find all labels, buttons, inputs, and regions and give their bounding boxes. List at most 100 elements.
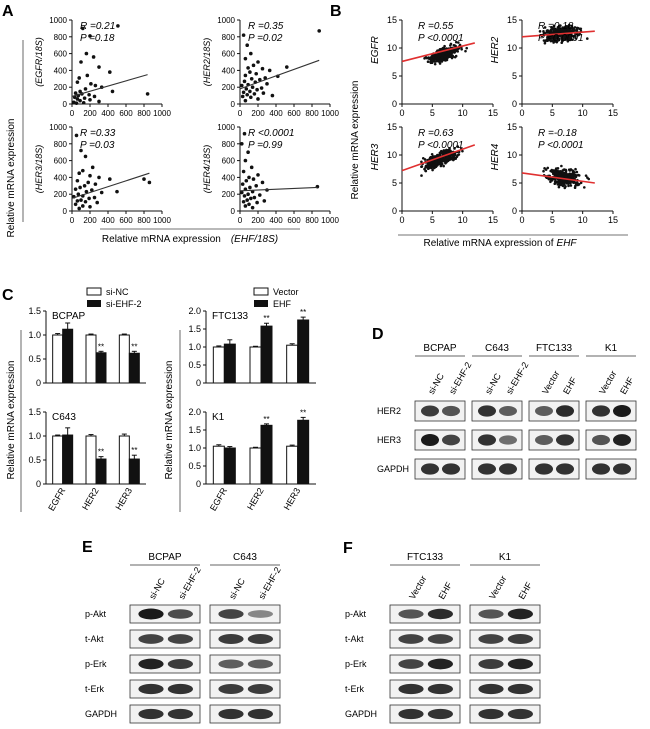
y-tick-label: 0.5 bbox=[188, 461, 201, 471]
blot-group-label: FTC133 bbox=[536, 343, 573, 354]
fit-line bbox=[239, 59, 320, 90]
y-tick-label: 2.0 bbox=[188, 306, 201, 316]
panel-c-ylabel-left: Relative mRNA expression bbox=[6, 361, 17, 480]
blot-lane-label: si-NC bbox=[147, 576, 167, 601]
x-tick-label: 15 bbox=[608, 108, 618, 118]
data-point bbox=[75, 199, 80, 203]
data-point bbox=[584, 174, 588, 177]
data-point bbox=[461, 149, 464, 153]
x-tick-label: 0 bbox=[70, 109, 75, 118]
blot-band bbox=[138, 658, 164, 670]
blot-band bbox=[247, 610, 273, 618]
data-point bbox=[145, 92, 150, 96]
data-point bbox=[243, 158, 248, 163]
data-point bbox=[546, 166, 550, 170]
x-tick-label: 15 bbox=[488, 215, 498, 225]
x-tick-label: 0 bbox=[519, 108, 524, 118]
fit-line bbox=[71, 172, 150, 199]
y-tick-label: 0 bbox=[392, 99, 397, 109]
gene-label: HER4 bbox=[490, 143, 501, 170]
data-point bbox=[72, 100, 76, 105]
data-point bbox=[426, 60, 430, 64]
data-point bbox=[240, 94, 245, 99]
data-point bbox=[251, 63, 256, 68]
blot-band bbox=[478, 683, 504, 695]
data-point bbox=[430, 152, 434, 156]
y-tick-label: 600 bbox=[54, 50, 68, 59]
data-point bbox=[562, 178, 566, 182]
data-point bbox=[88, 173, 92, 178]
data-point bbox=[85, 73, 90, 78]
y-tick-label: 1.0 bbox=[28, 431, 41, 441]
data-point bbox=[449, 42, 453, 46]
blot-group-label: FTC133 bbox=[407, 552, 444, 563]
data-point bbox=[93, 83, 98, 88]
data-point bbox=[244, 87, 249, 91]
bar-si-nc bbox=[118, 435, 130, 485]
bar-si-ehf-2 bbox=[95, 352, 107, 384]
blot-band bbox=[398, 659, 424, 669]
data-point bbox=[246, 66, 250, 70]
x-tick-label: 10 bbox=[578, 215, 588, 225]
data-point bbox=[558, 173, 561, 177]
blot-band bbox=[247, 634, 273, 644]
data-point bbox=[555, 171, 559, 175]
gene-label: EGFR bbox=[370, 36, 381, 64]
blot-band bbox=[507, 608, 533, 620]
blot-band bbox=[478, 659, 504, 669]
data-point bbox=[450, 157, 453, 161]
data-point bbox=[78, 185, 82, 190]
blot-lane-label: EHF bbox=[618, 375, 636, 396]
panel-b-scatter-1: 0 5 10 15 0 5 10 15 R =0.18P <0.0001 HER2 bbox=[490, 15, 618, 118]
x-tick-label: 0 bbox=[519, 215, 524, 225]
legend-label-si-nc: si-NC bbox=[106, 287, 129, 297]
data-point bbox=[559, 179, 563, 182]
y-tick-label: 200 bbox=[222, 83, 236, 92]
data-point bbox=[431, 163, 435, 167]
x-tick-label: 5 bbox=[550, 215, 555, 225]
data-point bbox=[89, 82, 93, 86]
y-tick-label: 0 bbox=[392, 206, 397, 216]
data-point bbox=[551, 170, 555, 174]
data-point bbox=[441, 51, 445, 55]
cell-line-label: BCPAP bbox=[52, 311, 85, 322]
y-tick-label: 0 bbox=[231, 100, 236, 109]
blot-lane-label: si-NC bbox=[483, 371, 503, 396]
blot-band bbox=[478, 463, 496, 475]
y-tick-label: 600 bbox=[222, 157, 236, 166]
data-point bbox=[442, 164, 445, 168]
blot-band bbox=[613, 434, 631, 446]
data-point bbox=[245, 198, 249, 202]
data-point bbox=[260, 180, 265, 185]
data-point bbox=[87, 196, 91, 201]
blot-lane-label: Vector bbox=[407, 574, 428, 601]
y-tick-label: 5 bbox=[392, 178, 397, 188]
significance-mark: ** bbox=[300, 308, 306, 317]
x-tick-label: 15 bbox=[488, 108, 498, 118]
r-value: R =0.55 bbox=[418, 21, 454, 32]
y-tick-label: 5 bbox=[512, 71, 517, 81]
blot-band bbox=[427, 608, 453, 620]
blot-band bbox=[218, 708, 244, 720]
data-point bbox=[116, 24, 120, 28]
blot-band bbox=[556, 463, 574, 475]
x-tick-label: 0 bbox=[70, 216, 75, 225]
panel-c-legend-right: Vector EHF bbox=[253, 287, 299, 309]
data-point bbox=[429, 57, 433, 61]
x-tick-label: 1000 bbox=[153, 216, 171, 225]
bar-si-nc bbox=[52, 334, 64, 384]
r-value: R =0.35 bbox=[248, 21, 284, 32]
bar-si-nc bbox=[85, 435, 97, 485]
bar-si-nc bbox=[118, 334, 130, 384]
data-point bbox=[270, 93, 275, 98]
data-point bbox=[247, 202, 251, 207]
data-point bbox=[83, 87, 88, 91]
blot-band bbox=[218, 684, 244, 694]
data-point bbox=[90, 165, 95, 170]
y-tick-label: 0.5 bbox=[28, 354, 41, 364]
data-point bbox=[453, 44, 457, 47]
bar-ehf bbox=[297, 319, 310, 384]
blot-row-label: t-Erk bbox=[85, 684, 104, 694]
data-point bbox=[556, 35, 559, 39]
